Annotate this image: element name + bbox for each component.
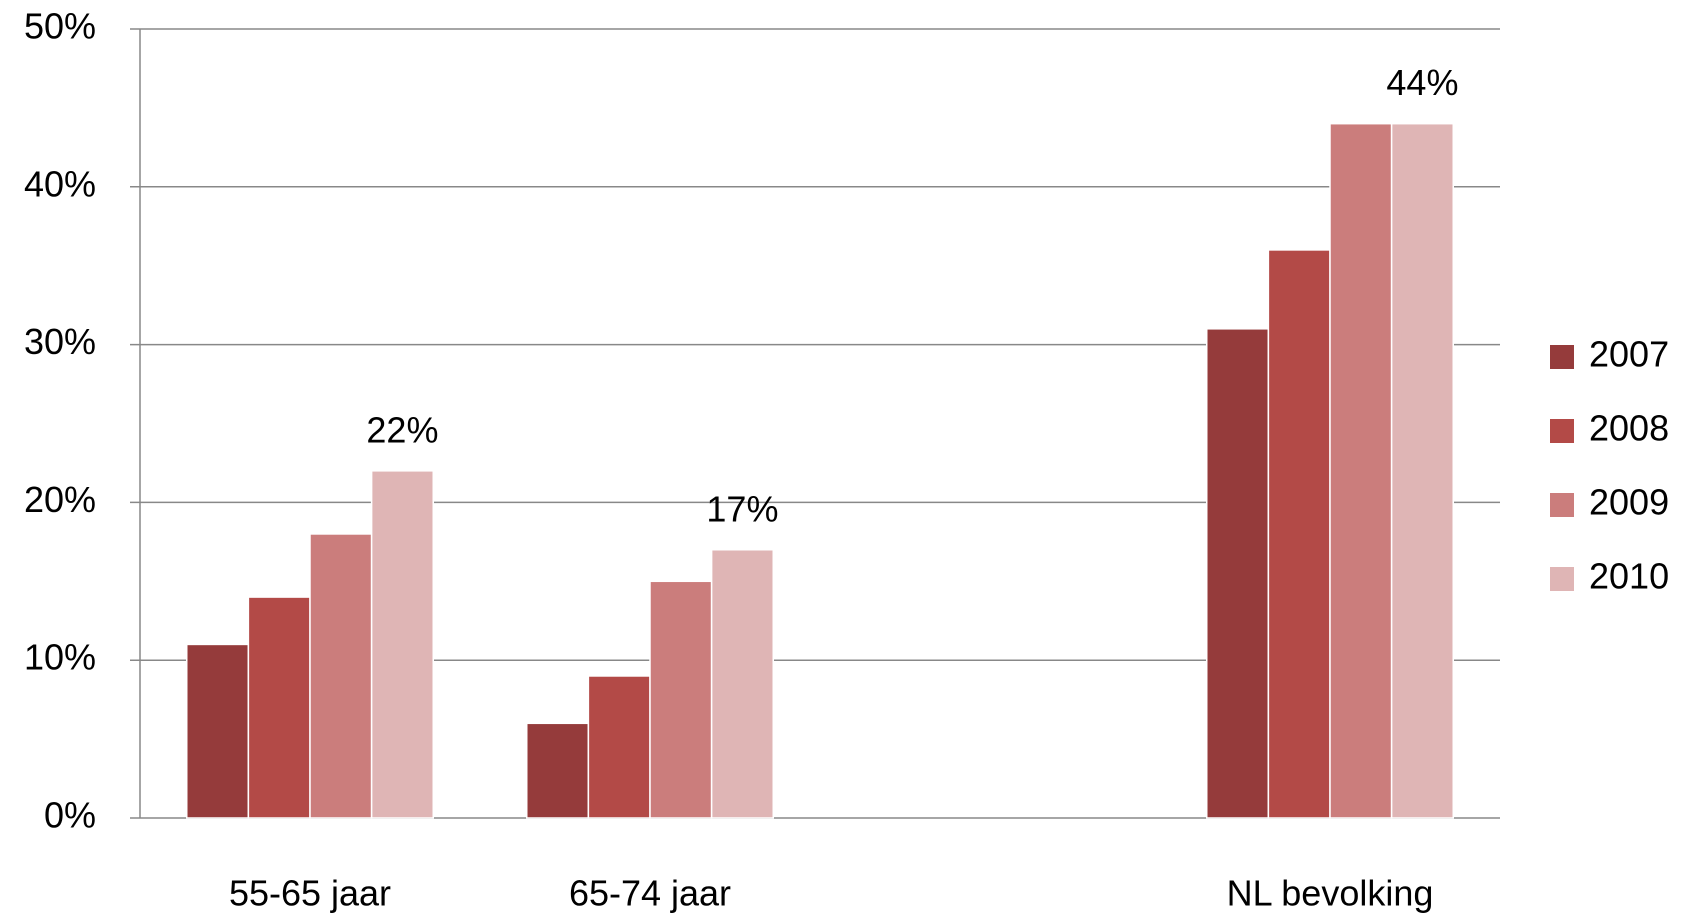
bar — [309, 533, 373, 819]
legend-label: 2008 — [1589, 408, 1669, 449]
y-tick-label: 50% — [24, 6, 96, 47]
legend-swatch — [1550, 345, 1574, 369]
legend-label: 2010 — [1589, 556, 1669, 597]
y-tick-label: 0% — [44, 795, 96, 836]
bar — [649, 580, 713, 819]
data-label: 22% — [366, 409, 438, 450]
bar — [247, 596, 311, 819]
legend-swatch — [1550, 493, 1574, 517]
legend-label: 2007 — [1589, 334, 1669, 375]
x-tick-label: NL bevolking — [1227, 873, 1434, 914]
y-tick-label: 20% — [24, 479, 96, 520]
legend-label: 2009 — [1589, 482, 1669, 523]
bar — [1206, 328, 1270, 819]
bar — [370, 470, 434, 819]
bar — [587, 675, 651, 819]
bar — [1267, 249, 1331, 819]
y-tick-label: 30% — [24, 321, 96, 362]
bar — [710, 548, 774, 819]
bar — [1329, 122, 1393, 819]
y-tick-label: 10% — [24, 637, 96, 678]
bar — [1390, 122, 1454, 819]
data-label: 17% — [706, 488, 778, 529]
data-label: 44% — [1386, 62, 1458, 103]
legend-swatch — [1550, 567, 1574, 591]
y-tick-label: 40% — [24, 163, 96, 204]
bar — [186, 643, 250, 819]
x-tick-label: 55-65 jaar — [229, 873, 391, 914]
bar — [526, 722, 590, 819]
x-tick-label: 65-74 jaar — [569, 873, 731, 914]
legend-swatch — [1550, 419, 1574, 443]
